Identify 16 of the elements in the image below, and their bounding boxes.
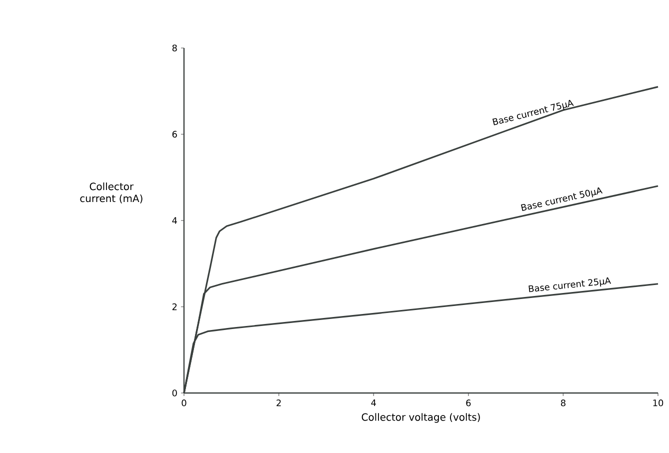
x-tick-label: 10 bbox=[653, 400, 664, 406]
y-tick-label: 8 bbox=[172, 44, 177, 52]
x-tick-label: 4 bbox=[371, 400, 376, 406]
y-tick-label: 4 bbox=[172, 217, 177, 224]
y-tick-label: 0 bbox=[172, 390, 177, 396]
x-tick-label: 6 bbox=[466, 400, 471, 406]
annotation: Base current 25µA bbox=[528, 277, 612, 292]
y-axis-title: Collector current (mA) bbox=[80, 182, 142, 204]
y-tick-label: 2 bbox=[172, 303, 177, 310]
y-tick-label: 6 bbox=[172, 130, 177, 138]
x-tick-label: 2 bbox=[276, 400, 281, 406]
x-axis-title: Collector voltage (volts) bbox=[362, 413, 480, 423]
annotation: Base current 50µA bbox=[520, 187, 603, 211]
annotation: Base current 75µA bbox=[492, 100, 574, 126]
x-tick-label: 0 bbox=[182, 400, 186, 406]
x-tick-label: 8 bbox=[560, 400, 566, 406]
